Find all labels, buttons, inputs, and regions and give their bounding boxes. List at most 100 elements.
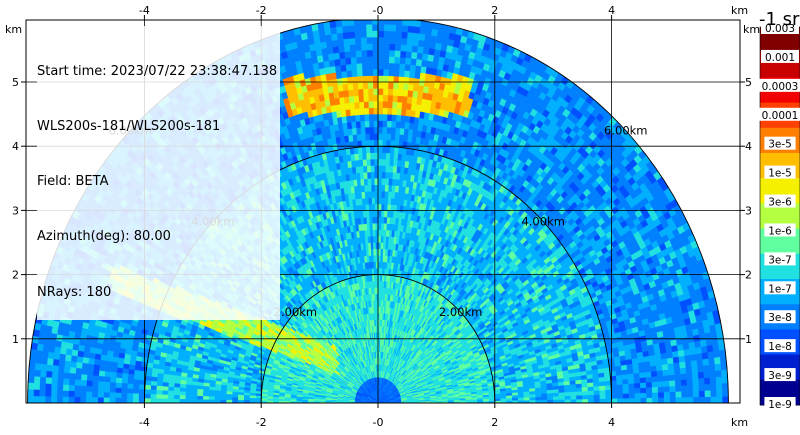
heat-cell [604, 375, 611, 382]
heat-cell [708, 363, 716, 372]
heat-cell [622, 388, 630, 394]
heat-cell [611, 398, 618, 403]
heat-cell [546, 389, 554, 394]
heat-cell [419, 26, 427, 35]
heat-cell [703, 377, 711, 385]
heat-cell [703, 370, 711, 379]
heat-cell [696, 358, 704, 367]
heat-cell [680, 373, 688, 380]
heat-cell [616, 383, 624, 390]
heat-cell [417, 39, 425, 48]
heat-cell [416, 45, 424, 54]
heat-cell [634, 392, 642, 399]
heat-cell [708, 357, 716, 365]
heat-cell [416, 52, 423, 60]
heat-cell [699, 396, 706, 403]
heat-cell [707, 350, 715, 359]
heat-cell [570, 387, 577, 393]
heat-cell [646, 386, 653, 393]
heat-cell [587, 394, 595, 400]
heat-cell [416, 91, 424, 99]
heat-cell [500, 397, 507, 401]
heat-cell [679, 367, 687, 375]
heat-cell [628, 383, 635, 389]
heat-cell [564, 391, 571, 397]
heat-cell [535, 396, 542, 401]
heat-cell [576, 390, 583, 396]
heat-cell [605, 389, 612, 395]
heat-cell [669, 391, 677, 398]
heat-cell [541, 396, 548, 401]
heat-cell [558, 395, 566, 400]
heat-cell [552, 395, 560, 400]
heat-cell [656, 369, 664, 377]
heat-cell [621, 369, 628, 376]
heat-cell [417, 84, 424, 93]
heat-cell [611, 393, 618, 399]
heat-cell [695, 352, 703, 361]
heat-cell [691, 371, 699, 380]
heat-cell [547, 399, 554, 403]
heat-cell [599, 398, 607, 403]
heat-cell [422, 46, 430, 55]
heat-cell [675, 391, 682, 398]
heat-cell [640, 397, 647, 403]
heat-cell [639, 371, 646, 379]
heat-cell [704, 396, 712, 403]
heat-cell [662, 374, 670, 382]
heat-cell [627, 373, 635, 380]
heat-cell [547, 396, 554, 401]
heat-cell [716, 382, 723, 391]
heat-cell [661, 363, 669, 371]
heat-cell [702, 364, 710, 372]
heat-cell [604, 380, 612, 386]
heat-cell [633, 372, 641, 379]
heat-cell [418, 33, 426, 41]
heat-cell [720, 362, 728, 371]
heat-cell [663, 380, 670, 387]
heat-cell [576, 394, 583, 400]
heat-cell [611, 388, 618, 395]
heat-cell [634, 397, 641, 403]
heat-cell [413, 77, 420, 86]
heat-cell [494, 398, 501, 402]
heat-cell [657, 386, 665, 393]
heat-cell [420, 65, 427, 74]
heat-cell [657, 380, 665, 388]
heat-cell [666, 357, 674, 365]
heat-cell [661, 358, 669, 365]
heat-cell [697, 371, 705, 379]
heat-cell [675, 396, 682, 403]
heat-cell [678, 355, 686, 363]
heat-cell [673, 367, 681, 375]
heat-cell [710, 396, 717, 403]
heat-cell [558, 399, 566, 403]
heat-cell [716, 396, 723, 403]
heat-cell [604, 384, 612, 391]
heat-cell [558, 391, 566, 397]
heat-cell [697, 365, 705, 373]
heat-cell [674, 379, 682, 387]
heat-cell [692, 378, 700, 386]
heat-cell [570, 395, 577, 400]
heat-cell [681, 384, 688, 392]
heat-cell [669, 397, 676, 403]
heat-cell [593, 389, 601, 395]
heat-cell [668, 368, 675, 376]
heat-cell [651, 375, 658, 383]
heat-cell [686, 384, 694, 392]
heat-cell [640, 392, 647, 399]
heat-cell [415, 58, 423, 67]
heat-cell [587, 386, 595, 392]
heat-cell [668, 374, 676, 381]
heat-cell [650, 365, 658, 372]
heat-cell [552, 392, 560, 397]
heat-cell [721, 382, 729, 391]
heat-cell [667, 362, 675, 370]
heat-cell [652, 397, 659, 403]
heat-cell [714, 363, 722, 371]
heat-cell [575, 387, 583, 392]
heat-cell [701, 351, 709, 360]
heat-cell [651, 386, 659, 393]
heat-cell [414, 71, 421, 80]
